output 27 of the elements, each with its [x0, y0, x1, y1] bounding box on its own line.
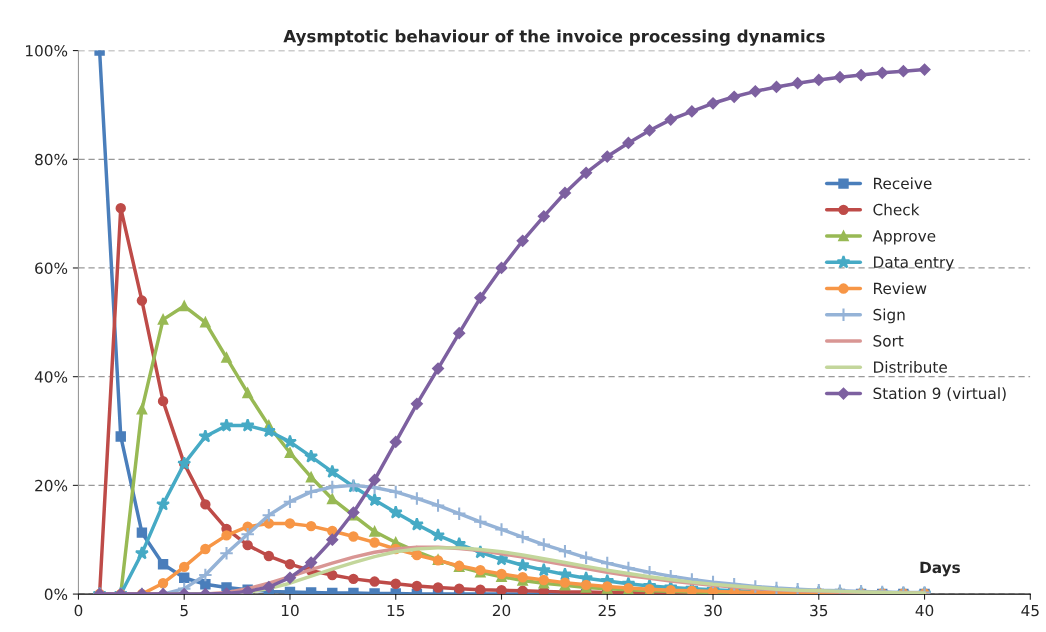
legend-label: Sort — [873, 335, 904, 347]
legend-label: Distribute — [874, 361, 947, 373]
x-tick-label: 30 — [704, 604, 722, 617]
y-tick-label: 60% — [35, 262, 68, 274]
y-tick-label: 100% — [26, 45, 68, 57]
legend-label: Review — [874, 282, 927, 295]
y-tick-label: 0% — [44, 588, 68, 601]
x-tick-label: 35 — [810, 604, 828, 617]
legend-label: Approve — [872, 230, 936, 245]
x-tick-label: 25 — [598, 604, 616, 617]
x-tick-label: 10 — [281, 604, 299, 617]
x-tick-label: 45 — [1021, 604, 1039, 617]
legend-label: Data entry — [874, 256, 954, 271]
chart-title: Aysmptotic behaviour of the invoice processing dynamics — [283, 29, 825, 46]
y-tick-label: 80% — [35, 153, 68, 166]
x-tick-label: 40 — [915, 604, 934, 617]
x-tick-label: 0 — [74, 604, 83, 617]
x-tick-label: 15 — [387, 604, 405, 617]
legend-label: Check — [873, 203, 920, 216]
legend-label: Receive — [874, 177, 932, 190]
legend-label: Station 9 (virtual) — [873, 387, 1006, 401]
x-tick-label: 20 — [492, 604, 511, 617]
x-axis-title: Days — [920, 561, 960, 577]
y-tick-label: 20% — [35, 479, 68, 492]
y-tick-label: 40% — [34, 371, 68, 383]
legend-label: Sign — [873, 308, 905, 324]
x-tick-label: 5 — [180, 604, 188, 617]
